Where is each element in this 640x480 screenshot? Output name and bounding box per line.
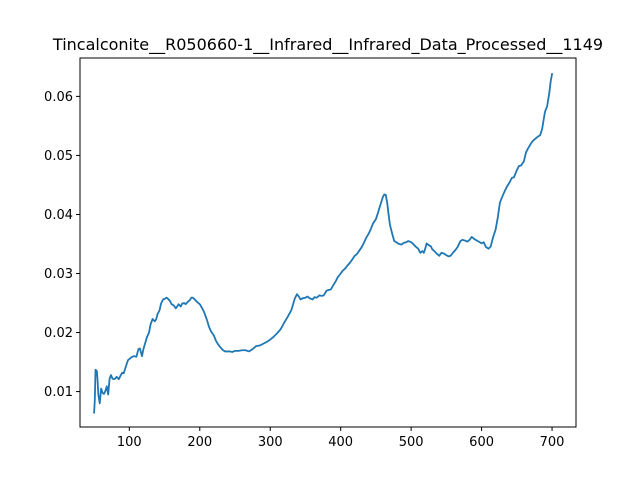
chart-title: Tincalconite__R050660-1__Infrared__Infra… — [52, 35, 603, 55]
y-tick-label: 0.01 — [44, 385, 73, 400]
spectrum-line — [93, 73, 553, 414]
y-tick-label: 0.06 — [44, 90, 73, 105]
x-tick-label: 200 — [187, 435, 212, 450]
x-tick-label: 500 — [399, 435, 424, 450]
x-axis-ticks: 100 200 300 400 500 600 700 — [117, 427, 565, 450]
x-tick-label: 600 — [469, 435, 494, 450]
x-tick-label: 700 — [540, 435, 565, 450]
y-axis-ticks: 0.01 0.02 0.03 0.04 0.05 0.06 — [44, 90, 80, 400]
y-tick-label: 0.05 — [44, 149, 73, 164]
x-tick-label: 300 — [258, 435, 283, 450]
x-tick-label: 100 — [117, 435, 142, 450]
axes-frame — [79, 57, 577, 428]
y-tick-label: 0.03 — [44, 267, 73, 282]
y-tick-label: 0.04 — [44, 208, 73, 223]
x-tick-label: 400 — [328, 435, 353, 450]
y-tick-label: 0.02 — [44, 326, 73, 341]
